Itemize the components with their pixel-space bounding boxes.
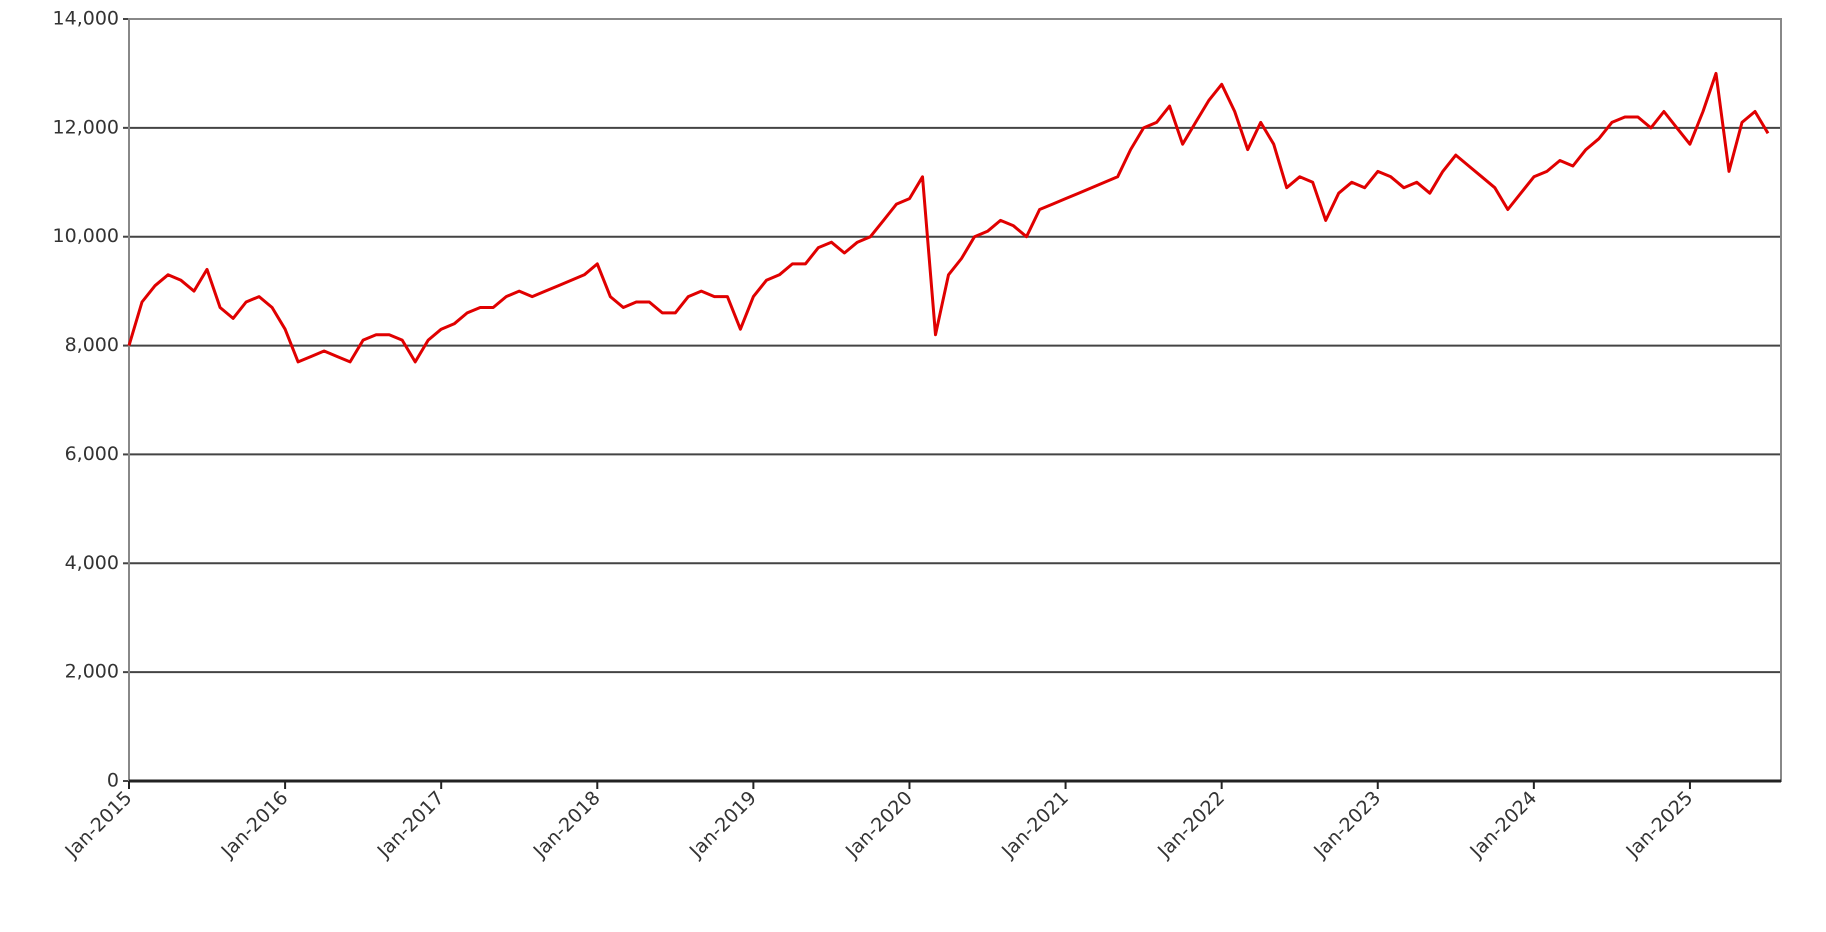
y-tick-label: 10,000 xyxy=(53,225,119,247)
x-tick-label: Jan-2022 xyxy=(1153,787,1229,863)
x-tick-label: Jan-2018 xyxy=(529,787,605,863)
x-tick-label: Jan-2023 xyxy=(1309,787,1385,863)
x-tick-label: Jan-2019 xyxy=(685,787,761,863)
plot-frame xyxy=(128,18,1782,782)
x-tick-label: Jan-2016 xyxy=(217,787,293,863)
y-tick-label: 12,000 xyxy=(53,116,119,138)
x-tick-label: Jan-2020 xyxy=(841,787,917,863)
x-tick-label: Jan-2025 xyxy=(1621,787,1697,863)
x-tick-label: Jan-2017 xyxy=(373,787,449,863)
y-tick-label: 4,000 xyxy=(65,552,119,574)
y-tick-label: 0 xyxy=(107,770,119,792)
x-tick-label: Jan-2015 xyxy=(60,787,136,863)
y-tick-label: 14,000 xyxy=(53,8,119,30)
y-tick-label: 2,000 xyxy=(65,661,119,683)
price-line xyxy=(127,71,1770,364)
y-tick-label: 6,000 xyxy=(65,443,119,465)
y-tick-label: 8,000 xyxy=(65,334,119,356)
x-tick-label: Jan-2024 xyxy=(1465,787,1541,863)
x-tick-label: Jan-2021 xyxy=(997,787,1073,863)
